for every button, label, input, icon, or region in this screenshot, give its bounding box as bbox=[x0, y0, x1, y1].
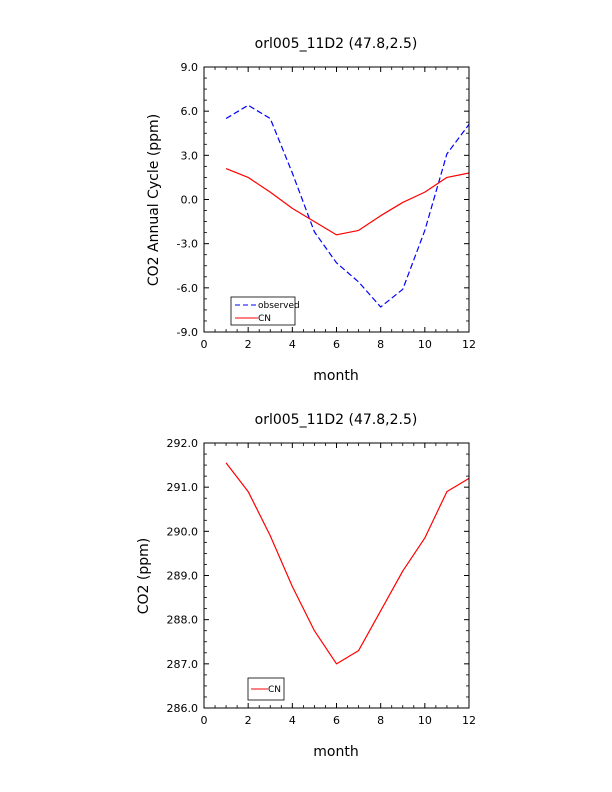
chart-1-ylabel: CO2 Annual Cycle (ppm) bbox=[146, 114, 162, 286]
chart-1-series-observed-line bbox=[225, 104, 470, 308]
chart-1-xtick-label: 6 bbox=[333, 338, 340, 351]
chart-1-xlabel: month bbox=[313, 368, 358, 384]
chart-1-legend-box bbox=[230, 296, 296, 326]
chart-2-ytick-label: 288.0 bbox=[167, 614, 199, 627]
chart-1-plot-frame bbox=[203, 66, 470, 333]
chart-1-xtick-label: 12 bbox=[462, 338, 476, 351]
chart-1-xtick-label: 10 bbox=[418, 338, 432, 351]
chart-2-ytick-label: 287.0 bbox=[167, 658, 199, 671]
chart-2-xtick-label: 10 bbox=[418, 714, 432, 727]
chart-1-series bbox=[225, 104, 470, 308]
chart-2-xtick-label: 12 bbox=[462, 714, 476, 727]
chart-2-series-cn-line bbox=[225, 462, 470, 665]
chart-1-xtick-label: 0 bbox=[201, 338, 208, 351]
chart-1-ticks: 0 2 4 6 8 10 12 -9.0 -6.0 -3.0 0.0 3.0 6.0 9.0 bbox=[177, 61, 476, 351]
chart-2-xtick-label: 8 bbox=[377, 714, 384, 727]
chart-1-xtick-label: 8 bbox=[377, 338, 384, 351]
chart-1-ytick-label: 0.0 bbox=[181, 194, 199, 207]
chart-1-legend-label-cn: CN bbox=[258, 314, 271, 324]
chart-1-series-cn-line bbox=[225, 168, 470, 236]
chart-1-xtick-label: 4 bbox=[289, 338, 296, 351]
chart-2-series bbox=[225, 462, 470, 665]
chart-2-xtick-label: 4 bbox=[289, 714, 296, 727]
chart-2-ytick-label: 290.0 bbox=[167, 525, 199, 538]
chart-2-xtick-label: 6 bbox=[333, 714, 340, 727]
chart-1-ytick-label: -6.0 bbox=[177, 282, 198, 295]
chart-2-plot-frame bbox=[203, 442, 470, 709]
chart-1-xtick-label: 2 bbox=[245, 338, 252, 351]
chart-1-legend: observed CN bbox=[230, 296, 300, 326]
chart-2-legend-label-cn: CN bbox=[268, 685, 281, 695]
chart-2-ytick-label: 286.0 bbox=[167, 702, 199, 715]
chart-1: orl005_11D2 (47.8,2.5) CO2 Annual Cycle … bbox=[146, 36, 476, 384]
chart-1-ytick-label: 9.0 bbox=[181, 61, 199, 74]
chart-2-xlabel: month bbox=[313, 744, 358, 760]
chart-1-legend-label-observed: observed bbox=[258, 301, 300, 311]
chart-2-ytick-label: 291.0 bbox=[167, 481, 199, 494]
chart-1-title: orl005_11D2 (47.8,2.5) bbox=[255, 36, 418, 52]
chart-1-ytick-label: -9.0 bbox=[177, 326, 198, 339]
chart-2-legend: CN bbox=[247, 677, 285, 701]
chart-2-ytick-label: 292.0 bbox=[167, 437, 199, 450]
chart-2-ytick-label: 289.0 bbox=[167, 570, 199, 583]
chart-1-ytick-label: 3.0 bbox=[181, 149, 199, 162]
chart-1-ytick-label: 6.0 bbox=[181, 105, 199, 118]
chart-2-ylabel: CO2 (ppm) bbox=[136, 538, 152, 615]
chart-2: orl005_11D2 (47.8,2.5) CO2 (ppm) month 0… bbox=[136, 412, 476, 760]
chart-2-title: orl005_11D2 (47.8,2.5) bbox=[255, 412, 418, 428]
chart-2-xtick-label: 2 bbox=[245, 714, 252, 727]
chart-2-ticks: 0 2 4 6 8 10 12 286.0 287.0 288.0 289.0 290.0 291.0 2… bbox=[167, 437, 477, 727]
chart-2-xtick-label: 0 bbox=[201, 714, 208, 727]
chart-1-ytick-label: -3.0 bbox=[177, 238, 198, 251]
